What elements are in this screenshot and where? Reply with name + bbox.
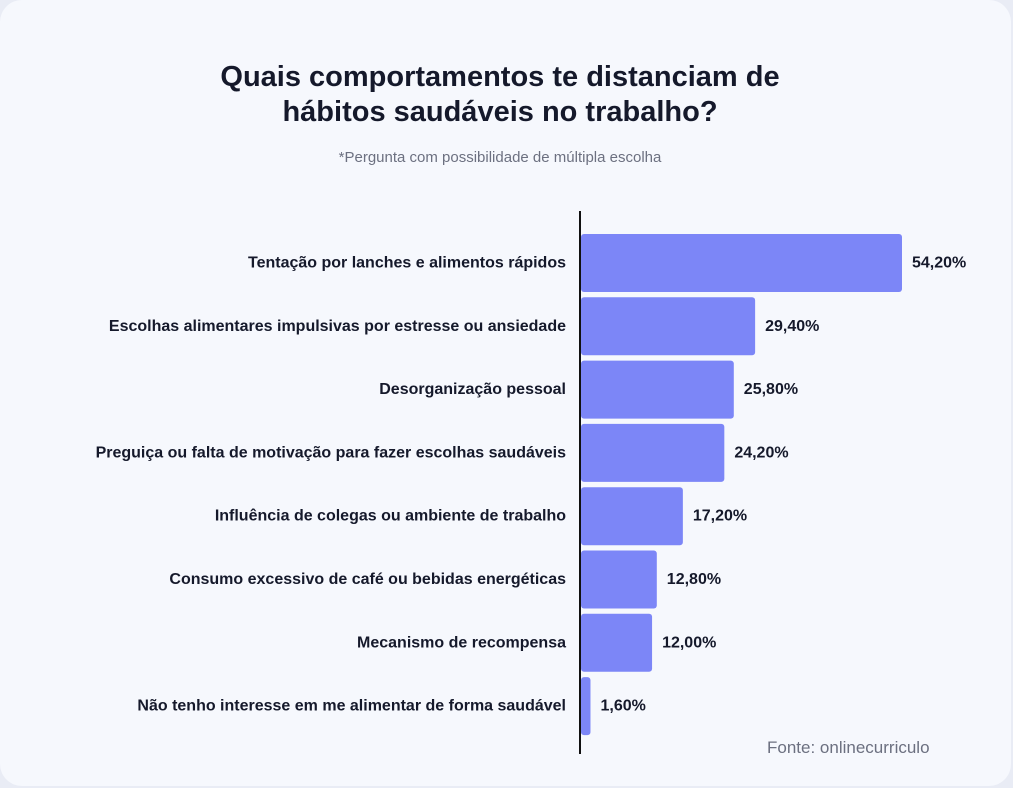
category-label-5: Influência de colegas ou ambiente de tra… (215, 508, 566, 525)
bar-3 (581, 360, 734, 419)
source-note: Fonte: onlinecurriculo (767, 738, 930, 757)
chart-title: Quais comportamentos te distanciam de há… (220, 61, 780, 128)
bar-4 (581, 423, 725, 482)
value-label-3: 25,80% (744, 381, 798, 398)
category-label-7: Mecanismo de recompensa (357, 634, 566, 651)
category-label-1: Tentação por lanches e alimentos rápidos (248, 255, 566, 272)
value-label-4: 24,20% (734, 444, 788, 461)
category-label-3: Desorganização pessoal (379, 381, 566, 398)
chart-subtitle: *Pergunta com possibilidade de múltipla … (338, 149, 662, 166)
bar-2 (581, 297, 756, 356)
value-label-5: 17,20% (693, 508, 747, 525)
value-label-2: 29,40% (765, 318, 819, 335)
category-label-4: Preguiça ou falta de motivação para faze… (96, 444, 567, 461)
value-label-7: 12,00% (662, 634, 716, 651)
bar-5 (581, 487, 683, 546)
bar-8 (581, 677, 591, 736)
bar-6 (581, 550, 657, 609)
category-label-6: Consumo excessivo de café ou bebidas ene… (169, 571, 566, 588)
category-label-2: Escolhas alimentares impulsivas por estr… (109, 318, 566, 335)
bars-group: Tentação por lanches e alimentos rápidos… (96, 234, 966, 736)
category-label-8: Não tenho interesse em me alimentar de f… (137, 698, 566, 715)
value-label-1: 54,20% (912, 255, 966, 272)
bar-1 (581, 234, 902, 292)
value-label-6: 12,80% (667, 571, 721, 588)
value-label-8: 1,60% (600, 698, 645, 715)
bar-7 (581, 613, 653, 672)
